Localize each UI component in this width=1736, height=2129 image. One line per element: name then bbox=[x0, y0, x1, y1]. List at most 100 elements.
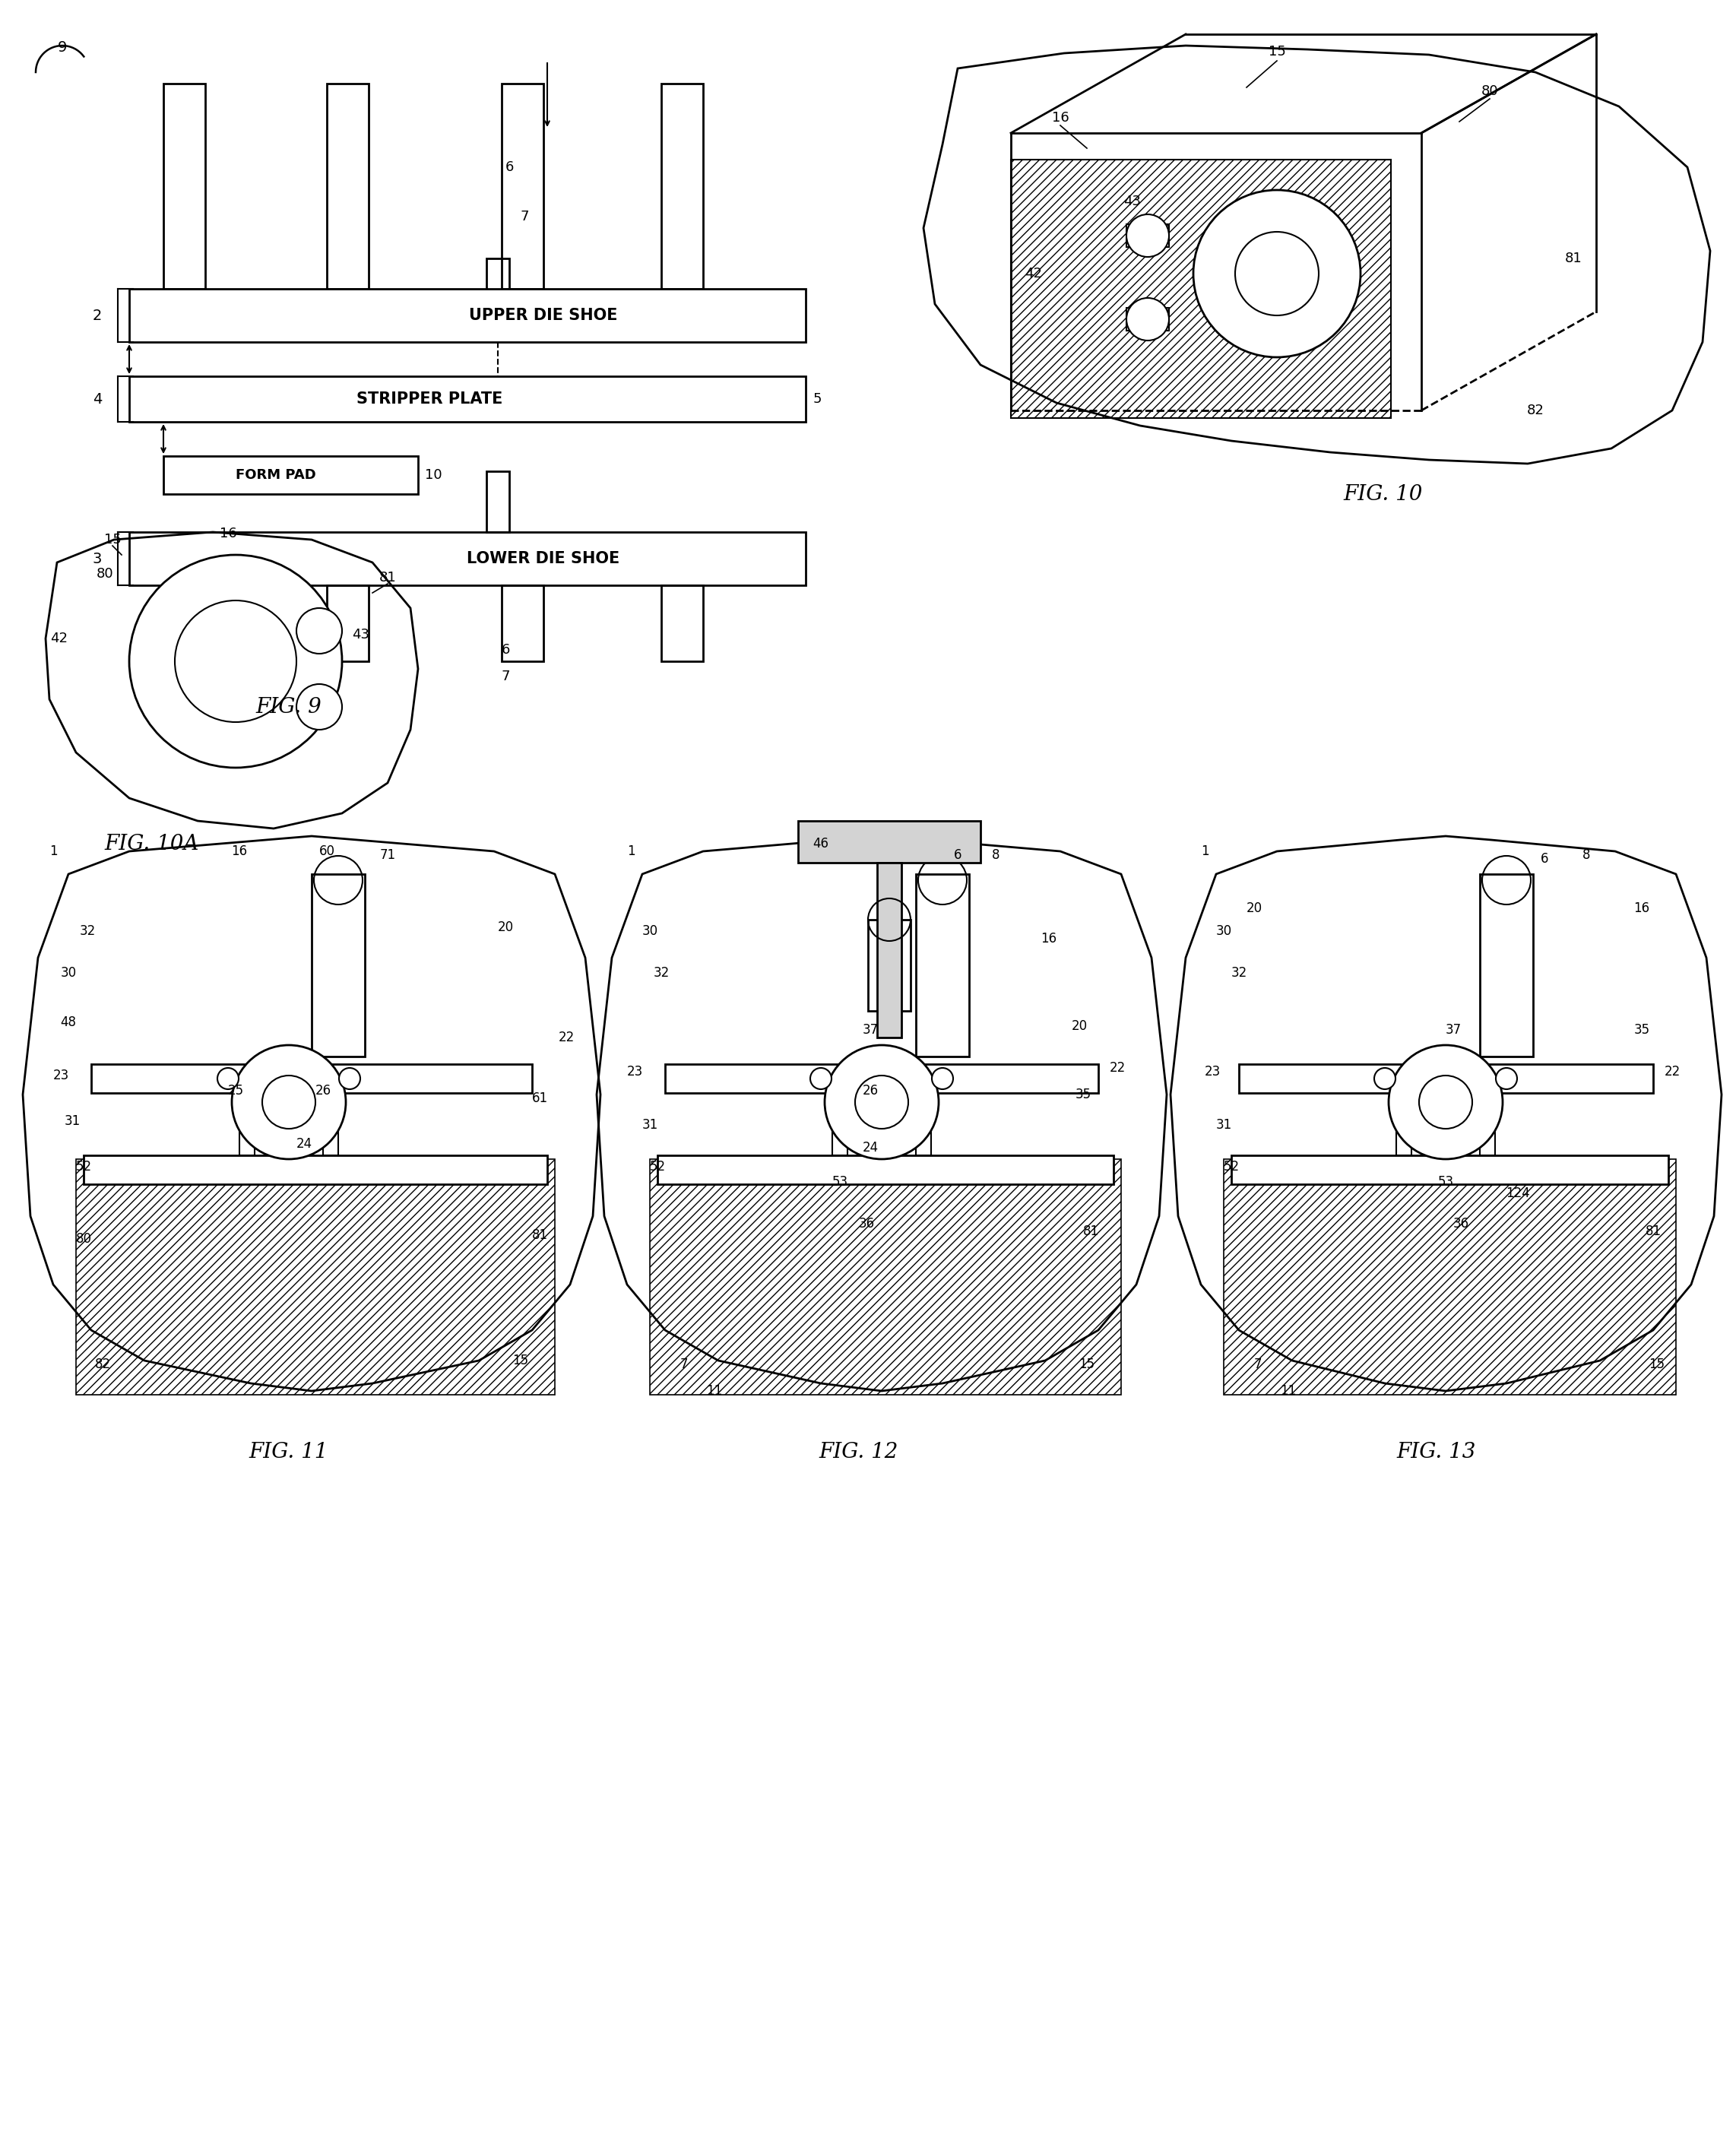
Bar bbox=[1224, 1158, 1675, 1394]
Bar bbox=[1396, 1092, 1411, 1156]
Text: 61: 61 bbox=[531, 1092, 547, 1105]
Text: 23: 23 bbox=[627, 1064, 642, 1079]
Circle shape bbox=[1127, 298, 1168, 341]
Bar bbox=[1127, 309, 1168, 330]
Bar bbox=[868, 920, 911, 1011]
Text: 80: 80 bbox=[95, 566, 113, 581]
Text: 53: 53 bbox=[1437, 1175, 1453, 1188]
Text: 7: 7 bbox=[521, 211, 529, 224]
Bar bbox=[83, 1156, 547, 1184]
Bar bbox=[877, 862, 901, 1037]
Text: UPPER DIE SHOE: UPPER DIE SHOE bbox=[469, 309, 618, 324]
Text: 1: 1 bbox=[627, 845, 635, 858]
Bar bbox=[128, 532, 806, 585]
Text: 23: 23 bbox=[1205, 1064, 1220, 1079]
Circle shape bbox=[932, 1069, 953, 1090]
Text: 81: 81 bbox=[1083, 1224, 1099, 1239]
Bar bbox=[502, 83, 543, 290]
Text: FIG. 13: FIG. 13 bbox=[1397, 1441, 1476, 1463]
Bar bbox=[128, 290, 806, 343]
Text: 16: 16 bbox=[231, 845, 248, 858]
Text: 22: 22 bbox=[559, 1030, 575, 1045]
Text: 22: 22 bbox=[1109, 1060, 1125, 1075]
Text: 6: 6 bbox=[953, 847, 962, 862]
Bar bbox=[917, 875, 969, 1056]
Text: 26: 26 bbox=[314, 1084, 332, 1099]
Text: 9: 9 bbox=[57, 40, 68, 55]
Text: FIG. 12: FIG. 12 bbox=[819, 1441, 899, 1463]
Text: 10: 10 bbox=[425, 468, 443, 481]
Text: 52: 52 bbox=[1224, 1160, 1240, 1173]
Text: 80: 80 bbox=[1481, 85, 1498, 98]
Text: FORM PAD: FORM PAD bbox=[236, 468, 316, 481]
Text: 7: 7 bbox=[681, 1358, 687, 1371]
Text: 16: 16 bbox=[1042, 933, 1057, 945]
Text: 26: 26 bbox=[863, 1084, 878, 1099]
Text: 2: 2 bbox=[92, 309, 102, 324]
Text: 25: 25 bbox=[227, 1084, 243, 1099]
Bar bbox=[832, 1092, 847, 1156]
Text: 43: 43 bbox=[352, 628, 370, 641]
Bar bbox=[649, 1158, 1121, 1394]
Text: 20: 20 bbox=[498, 920, 514, 935]
Text: 80: 80 bbox=[76, 1233, 92, 1245]
Bar bbox=[1479, 875, 1533, 1056]
Text: 31: 31 bbox=[642, 1118, 658, 1133]
Text: 24: 24 bbox=[297, 1137, 312, 1152]
Text: 32: 32 bbox=[1231, 967, 1246, 979]
Circle shape bbox=[856, 1075, 908, 1128]
Circle shape bbox=[1234, 232, 1319, 315]
Bar bbox=[326, 585, 368, 662]
Circle shape bbox=[339, 1069, 361, 1090]
Bar bbox=[312, 875, 365, 1056]
Circle shape bbox=[811, 1069, 832, 1090]
Bar bbox=[486, 471, 509, 532]
Text: 7: 7 bbox=[1253, 1358, 1262, 1371]
Text: 31: 31 bbox=[1215, 1118, 1233, 1133]
Text: 4: 4 bbox=[92, 392, 102, 407]
Text: 15: 15 bbox=[1649, 1358, 1665, 1371]
Bar bbox=[76, 1158, 556, 1394]
Text: 124: 124 bbox=[1505, 1186, 1529, 1201]
Text: 15: 15 bbox=[512, 1354, 529, 1367]
Text: 20: 20 bbox=[1071, 1020, 1087, 1033]
Bar bbox=[799, 822, 981, 862]
Text: 30: 30 bbox=[1215, 924, 1233, 939]
Text: 30: 30 bbox=[642, 924, 658, 939]
Text: 15: 15 bbox=[104, 532, 122, 547]
Bar bbox=[658, 1156, 1113, 1184]
Text: 81: 81 bbox=[378, 571, 396, 585]
Text: 7: 7 bbox=[502, 671, 510, 683]
Text: 3: 3 bbox=[92, 551, 102, 566]
Text: 15: 15 bbox=[1269, 45, 1286, 57]
Text: 11: 11 bbox=[1279, 1384, 1297, 1399]
Text: 43: 43 bbox=[1123, 194, 1141, 209]
Text: 5: 5 bbox=[812, 392, 821, 407]
Circle shape bbox=[1389, 1045, 1503, 1158]
Text: 16: 16 bbox=[1634, 901, 1649, 915]
Bar bbox=[92, 1064, 531, 1092]
Text: 42: 42 bbox=[1024, 266, 1042, 281]
Text: FIG. 10A: FIG. 10A bbox=[104, 832, 200, 854]
Text: 31: 31 bbox=[64, 1113, 80, 1128]
Text: 81: 81 bbox=[531, 1228, 547, 1241]
Text: 82: 82 bbox=[1526, 405, 1543, 417]
Text: 71: 71 bbox=[380, 847, 396, 862]
Bar bbox=[163, 456, 418, 494]
Text: 81: 81 bbox=[1646, 1224, 1661, 1239]
Bar bbox=[1240, 1064, 1653, 1092]
Text: 30: 30 bbox=[61, 967, 76, 979]
Text: 35: 35 bbox=[1634, 1024, 1649, 1037]
Text: 32: 32 bbox=[80, 924, 95, 939]
Text: 1: 1 bbox=[49, 845, 57, 858]
Text: 16: 16 bbox=[1052, 111, 1069, 126]
Bar bbox=[163, 83, 205, 290]
Bar bbox=[326, 83, 368, 290]
Bar bbox=[661, 585, 703, 662]
Text: 52: 52 bbox=[76, 1160, 92, 1173]
Text: 6: 6 bbox=[505, 160, 514, 175]
Text: 6: 6 bbox=[1540, 852, 1549, 867]
Text: 8: 8 bbox=[1581, 847, 1590, 862]
Bar bbox=[1010, 160, 1391, 417]
Bar bbox=[665, 1064, 1099, 1092]
